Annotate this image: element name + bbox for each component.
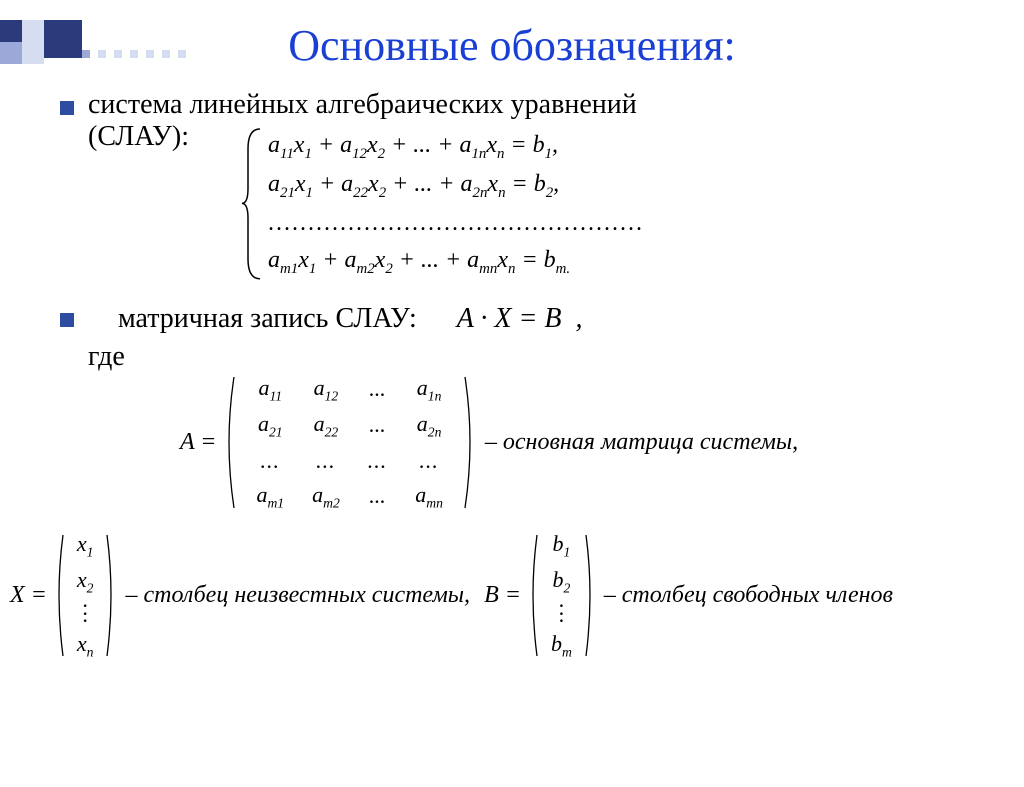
vecB-prefix: B = <box>478 582 527 609</box>
vector-b: b1 b2 ··· bm <box>527 525 596 666</box>
matrix-a-body: a11a12...a1n a21a22...a2n ............ a… <box>242 371 456 515</box>
lparen-icon <box>527 533 539 658</box>
rparen-icon <box>463 375 477 510</box>
slide-content: система линейных алгебраических уравнени… <box>0 89 1024 517</box>
system-row-1: a11x1 + a12x2 + ... + a1nxn = b1, <box>268 127 984 166</box>
b1-line1: система линейных алгебраических уравнени… <box>88 89 637 120</box>
corner-decoration <box>0 20 140 75</box>
bullet-2-text: матричная запись СЛАУ: A · X = B , <box>118 303 984 335</box>
system-row-4: am1x1 + am2x2 + ... + amnxn = bm. <box>268 242 984 281</box>
vector-x: x1 x2 ··· xn <box>53 525 118 666</box>
system-row-3: ........................................… <box>268 205 984 242</box>
equation-system: a11x1 + a12x2 + ... + a1nxn = b1, a21x1 … <box>240 127 984 281</box>
b1-line2: (СЛАУ): <box>88 121 189 152</box>
vectors-definition: X = x1 x2 ··· xn – столбец неизвестных с… <box>0 525 1024 666</box>
vecX-prefix: X = <box>10 582 53 609</box>
rparen-icon <box>584 533 596 658</box>
lparen-icon <box>222 375 236 510</box>
title-text: Основные обозначения: <box>288 21 736 70</box>
matrix-a: a11a12...a1n a21a22...a2n ............ a… <box>222 369 476 517</box>
vecX-desc: – столбец неизвестных системы, <box>125 582 470 609</box>
vector-b-body: b1 b2 ··· bm <box>545 527 578 664</box>
vector-x-body: x1 x2 ··· xn <box>71 527 100 664</box>
matA-prefix: A = <box>180 429 222 456</box>
lparen-icon <box>53 533 65 658</box>
bullet-icon <box>60 101 74 115</box>
left-brace-icon <box>240 127 266 281</box>
b2-text: матричная запись СЛАУ: <box>118 303 417 335</box>
bullet-icon <box>60 313 74 327</box>
system-row-2: a21x1 + a22x2 + ... + a2nxn = b2, <box>268 166 984 205</box>
matrix-equation: A · X = B , <box>457 303 583 335</box>
matrix-a-definition: A = a11a12...a1n a21a22...a2n ..........… <box>180 369 984 517</box>
bullet-item-2: матричная запись СЛАУ: A · X = B , <box>60 301 984 335</box>
rparen-icon <box>105 533 117 658</box>
vecB-desc: – столбец свободных членов <box>604 582 893 609</box>
matA-desc: – основная матрица системы, <box>485 429 798 456</box>
